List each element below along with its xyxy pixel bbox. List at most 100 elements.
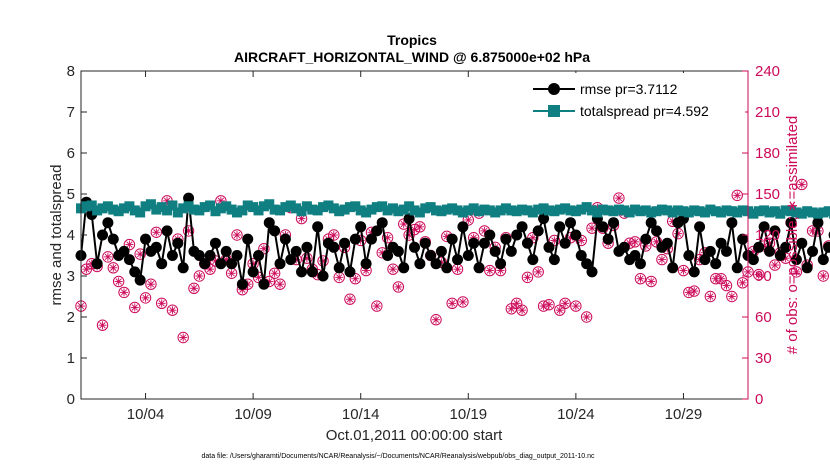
rmse-point	[817, 254, 829, 266]
totalspread-point	[178, 203, 189, 214]
obs-possible-point	[457, 296, 469, 308]
y-right-tick-label: 240	[755, 63, 780, 80]
totalspread-point	[732, 207, 743, 218]
totalspread-point	[366, 204, 377, 215]
totalspread-point	[479, 204, 490, 215]
rmse-point	[608, 217, 620, 229]
y-right-tick-label: 0	[755, 391, 763, 408]
rmse-point	[226, 258, 238, 270]
totalspread-point	[560, 203, 571, 214]
totalspread-point	[296, 206, 307, 217]
chart-title: Tropics	[387, 32, 437, 48]
totalspread-point	[183, 201, 194, 212]
obs-assimilated-point	[189, 284, 198, 293]
rmse-point	[118, 245, 130, 257]
obs-possible-point	[177, 331, 189, 344]
obs-assimilated-point	[679, 266, 688, 275]
rmse-point	[263, 217, 275, 229]
totalspread-point	[194, 205, 205, 216]
rmse-point	[597, 221, 609, 233]
obs-assimilated-point	[270, 269, 279, 278]
rmse-point	[548, 254, 560, 266]
totalspread-point	[301, 201, 312, 212]
plot-area: 10/04 10/09 10/14 10/19 10/24 10/29 0 1 2 3 4 5 6 7 8…	[67, 63, 830, 423]
obs-possible-point	[381, 232, 394, 244]
totalspread-point	[673, 205, 684, 216]
totalspread-point	[726, 206, 737, 217]
data-file-footnote: data file: /Users/gharamti/Documents/NCA…	[201, 453, 595, 460]
totalspread-point	[651, 206, 662, 217]
rmse-point	[349, 233, 361, 245]
totalspread-point	[699, 207, 710, 218]
rmse-point	[177, 262, 189, 274]
rmse-point	[726, 217, 738, 229]
obs-possible-point	[720, 279, 733, 292]
totalspread-point	[398, 204, 409, 215]
rmse-point	[452, 254, 464, 266]
totalspread-point	[167, 200, 178, 211]
y-axis-right: 0 30 60 90 120 150 180 210 240	[742, 63, 780, 408]
legend-spread-marker	[548, 105, 560, 117]
totalspread-point	[511, 206, 522, 217]
totalspread-point	[404, 201, 415, 212]
totalspread-point	[113, 206, 124, 217]
obs-possible-point	[570, 300, 582, 312]
totalspread-point	[135, 207, 146, 218]
obs-assimilated-point	[792, 267, 801, 276]
totalspread-point	[603, 205, 614, 216]
rmse-point	[382, 250, 394, 261]
totalspread-point	[280, 202, 291, 213]
legend-box	[527, 73, 745, 121]
totalspread-point	[721, 205, 732, 216]
totalspread-point	[231, 207, 242, 218]
totalspread-point	[823, 206, 830, 217]
rmse-point	[651, 225, 663, 237]
totalspread-point	[431, 205, 442, 216]
rmse-point	[258, 278, 270, 290]
totalspread-point	[678, 206, 689, 217]
obs-assimilated-point	[631, 237, 640, 246]
rmse-point	[764, 245, 776, 257]
totalspread-point	[710, 206, 721, 217]
totalspread-point	[769, 206, 780, 217]
totalspread-point	[102, 201, 113, 212]
totalspread-point	[533, 204, 544, 215]
totalspread-point	[452, 205, 463, 216]
rmse-point	[236, 278, 248, 290]
totalspread-point	[339, 204, 350, 215]
totalspread-point	[221, 201, 232, 212]
totalspread-point	[549, 206, 560, 217]
rmse-point	[715, 237, 727, 249]
x-tick-label: 10/19	[450, 406, 488, 423]
totalspread-point	[377, 201, 388, 212]
obs-assimilated-point	[345, 295, 354, 304]
totalspread-point	[764, 207, 775, 218]
rmse-point	[290, 245, 302, 257]
totalspread-point	[172, 207, 183, 218]
rmse-point	[371, 225, 383, 237]
totalspread-point	[791, 207, 802, 218]
totalspread-point	[662, 205, 673, 216]
rmse-point	[457, 221, 469, 233]
totalspread-point	[328, 203, 339, 214]
totalspread-point	[570, 206, 581, 217]
rmse-point	[489, 245, 501, 257]
totalspread-point	[226, 204, 237, 215]
y-left-tick-label: 1	[67, 350, 75, 367]
rmse-point	[215, 258, 227, 270]
rmse-point	[667, 262, 679, 274]
obs-possible-point	[371, 300, 383, 312]
obs-assimilated-point	[335, 273, 344, 282]
totalspread-point	[420, 203, 431, 214]
rmse-point	[581, 258, 593, 270]
rmse-point	[419, 237, 431, 249]
totalspread-point	[188, 204, 199, 215]
rmse-point	[774, 250, 786, 261]
rmse-series	[75, 192, 830, 290]
rmse-point	[150, 241, 162, 253]
legend: rmse pr=3.7112 totalspread pr=4.592	[527, 73, 745, 121]
obs-assimilated-point	[636, 274, 645, 283]
rmse-point	[473, 262, 485, 274]
rmse-point	[269, 225, 281, 237]
obs-possible-point	[155, 297, 168, 310]
